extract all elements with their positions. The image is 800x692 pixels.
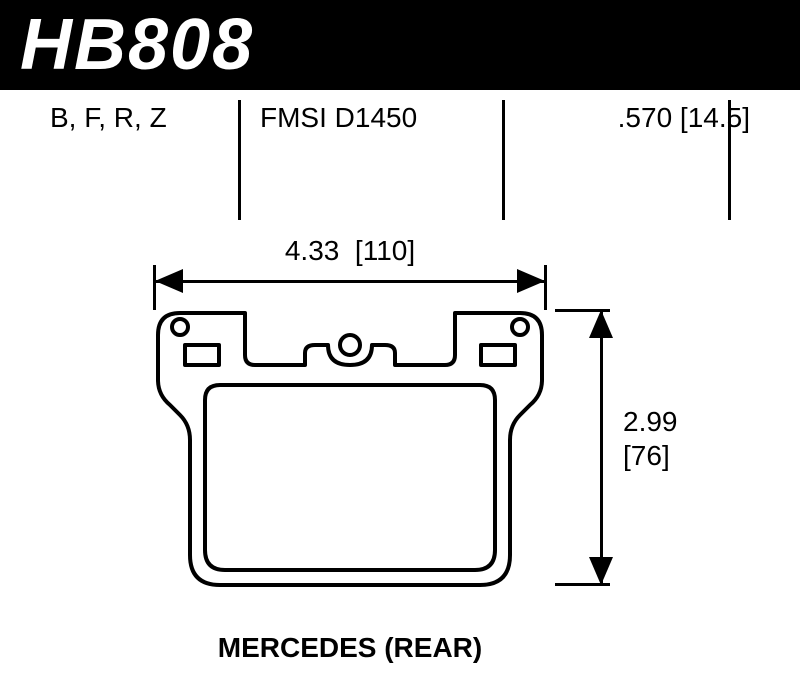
divider-line bbox=[238, 100, 241, 220]
part-number: HB808 bbox=[20, 4, 254, 86]
header-bar: HB808 bbox=[0, 0, 800, 90]
height-dim-line bbox=[600, 310, 603, 585]
arrow-down-icon bbox=[589, 557, 613, 585]
thickness-mm: 14.5 bbox=[688, 102, 743, 133]
height-in: 2.99 bbox=[623, 406, 678, 437]
width-in: 4.33 bbox=[285, 235, 340, 266]
width-dimension-label: 4.33 [110] bbox=[155, 235, 545, 267]
application-label: MERCEDES (REAR) bbox=[0, 632, 700, 664]
thickness-in: .570 bbox=[618, 102, 673, 133]
spec-row: B, F, R, Z FMSI D1450 .570 [14.5] bbox=[0, 90, 800, 134]
brake-pad-outline bbox=[150, 305, 550, 595]
arrow-right-icon bbox=[517, 269, 545, 293]
compounds: B, F, R, Z bbox=[40, 102, 240, 134]
diagram-area: 4.33 [110] 2.99 bbox=[0, 235, 800, 655]
height-dimension-label: 2.99 [76] bbox=[623, 405, 678, 472]
arrow-left-icon bbox=[155, 269, 183, 293]
divider-line bbox=[728, 100, 731, 220]
divider-line bbox=[502, 100, 505, 220]
extension-line bbox=[153, 265, 156, 310]
width-mm: 110 bbox=[363, 235, 408, 266]
arrow-up-icon bbox=[589, 310, 613, 338]
fmsi-code: FMSI D1450 bbox=[240, 102, 500, 134]
thickness: .570 [14.5] bbox=[500, 102, 760, 134]
width-dim-line bbox=[155, 280, 545, 283]
extension-line bbox=[544, 265, 547, 310]
height-mm: 76 bbox=[631, 440, 662, 471]
